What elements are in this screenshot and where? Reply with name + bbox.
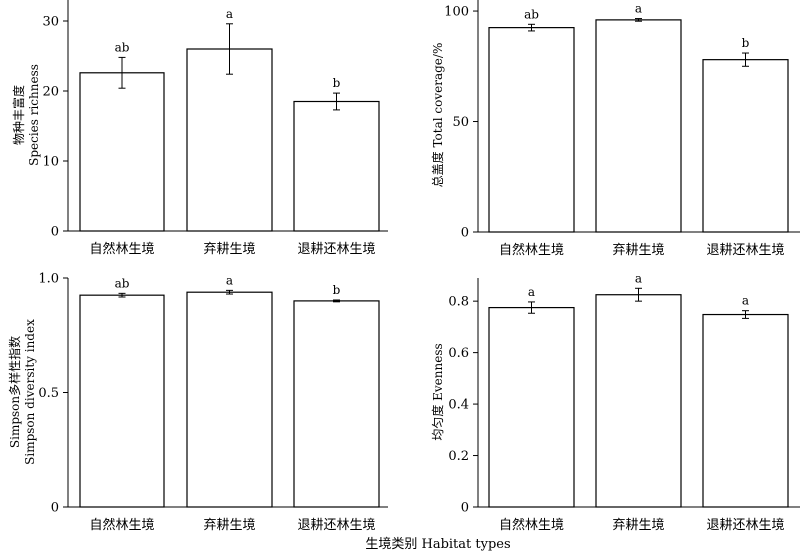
category-label: 退耕还林生境 bbox=[297, 517, 375, 533]
significance-letter: b bbox=[333, 283, 341, 297]
y-axis-label: 物种丰富度Species richness bbox=[11, 64, 41, 166]
significance-letter: b bbox=[333, 76, 341, 90]
y-tick-label: 0 bbox=[51, 501, 59, 516]
y-axis-label-line: 均匀度 Evenness bbox=[430, 343, 445, 440]
significance-letter: b bbox=[742, 36, 750, 50]
y-tick-label: 100 bbox=[444, 5, 469, 20]
chart-panel-1: 0 10 20 30 ab 自然林生境 a 弃耕生境 b 退耕还林生境 物种丰富度Species r… bbox=[11, 0, 388, 257]
category-label: 弃耕生境 bbox=[612, 242, 664, 258]
y-axis-label-line: Simpson多样性指数 bbox=[7, 336, 22, 448]
bar bbox=[293, 100, 380, 232]
category-label: 弃耕生境 bbox=[203, 241, 255, 257]
significance-letter: a bbox=[742, 294, 749, 308]
category-label: 自然林生境 bbox=[499, 517, 564, 533]
bar bbox=[595, 294, 682, 508]
category-label: 自然林生境 bbox=[89, 241, 154, 257]
y-tick-label: 0 bbox=[461, 226, 469, 241]
y-tick-label: 0 bbox=[51, 225, 59, 240]
bar bbox=[186, 48, 273, 232]
y-tick-label: 0.2 bbox=[448, 449, 469, 464]
y-tick-label: 10 bbox=[42, 155, 59, 170]
y-axis-label-line: Simpson diversity index bbox=[23, 319, 37, 465]
significance-letter: ab bbox=[524, 7, 539, 21]
bar bbox=[488, 306, 575, 508]
chart-panel-4: 0 0.2 0.4 0.6 0.8 a 自然林生境 a 弃耕生境 a 退耕还林生境 均匀度 Evenn… bbox=[430, 271, 800, 533]
significance-letter: ab bbox=[115, 40, 130, 54]
y-tick-label: 0.5 bbox=[38, 386, 59, 401]
category-label: 弃耕生境 bbox=[203, 517, 255, 533]
bar bbox=[595, 19, 682, 233]
significance-letter: ab bbox=[115, 276, 130, 290]
bar bbox=[702, 59, 789, 233]
bar bbox=[488, 27, 575, 233]
y-axis-label: Simpson多样性指数Simpson diversity index bbox=[7, 319, 37, 465]
y-tick-label: 50 bbox=[452, 115, 469, 130]
bar bbox=[79, 72, 165, 232]
y-tick-label: 0 bbox=[461, 501, 469, 516]
y-tick-label: 1.0 bbox=[38, 272, 59, 287]
category-label: 弃耕生境 bbox=[612, 517, 664, 533]
y-tick-label: 30 bbox=[42, 15, 59, 30]
bar bbox=[702, 313, 789, 508]
significance-letter: a bbox=[635, 271, 642, 285]
y-tick-label: 0.6 bbox=[448, 346, 469, 361]
category-label: 自然林生境 bbox=[89, 517, 154, 533]
category-label: 退耕还林生境 bbox=[706, 242, 784, 258]
bar bbox=[293, 300, 380, 508]
x-axis-title: 生境类别 Habitat types bbox=[365, 537, 510, 552]
significance-letter: a bbox=[635, 2, 642, 16]
y-tick-label: 0.8 bbox=[448, 295, 469, 310]
chart-panel-2: 0 50 100 ab 自然林生境 a 弃耕生境 b 退耕还林生境 总盖度 Total cover… bbox=[430, 0, 800, 258]
y-axis-label-line: Species richness bbox=[27, 64, 41, 166]
y-tick-label: 20 bbox=[42, 85, 59, 100]
category-label: 退耕还林生境 bbox=[297, 241, 375, 257]
bar bbox=[186, 291, 273, 508]
y-axis-label: 总盖度 Total coverage/% bbox=[430, 43, 445, 188]
significance-letter: a bbox=[528, 285, 535, 299]
significance-letter: a bbox=[226, 273, 233, 287]
y-axis-label-line: 物种丰富度 bbox=[11, 85, 26, 145]
category-label: 退耕还林生境 bbox=[706, 517, 784, 533]
y-axis-label-line: 总盖度 Total coverage/% bbox=[430, 43, 445, 188]
y-tick-label: 0.4 bbox=[448, 398, 469, 413]
significance-letter: a bbox=[226, 7, 233, 21]
y-axis-label: 均匀度 Evenness bbox=[430, 343, 445, 440]
chart-panel-3: 0 0.5 1.0 ab 自然林生境 a 弃耕生境 b 退耕还林生境 Simpson多样性指数Si… bbox=[7, 272, 388, 533]
bar bbox=[79, 294, 165, 508]
category-label: 自然林生境 bbox=[499, 242, 564, 258]
